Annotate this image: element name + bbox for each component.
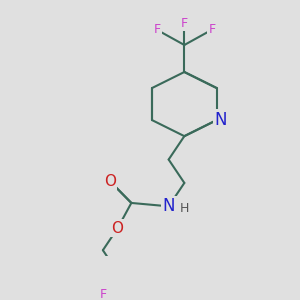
Text: O: O [112, 221, 124, 236]
Text: F: F [208, 23, 215, 36]
Text: N: N [162, 197, 175, 215]
Text: F: F [181, 16, 188, 29]
Text: H: H [180, 202, 189, 214]
Text: N: N [214, 111, 227, 129]
Text: F: F [153, 23, 161, 36]
Text: F: F [99, 288, 106, 300]
Text: O: O [104, 173, 116, 188]
